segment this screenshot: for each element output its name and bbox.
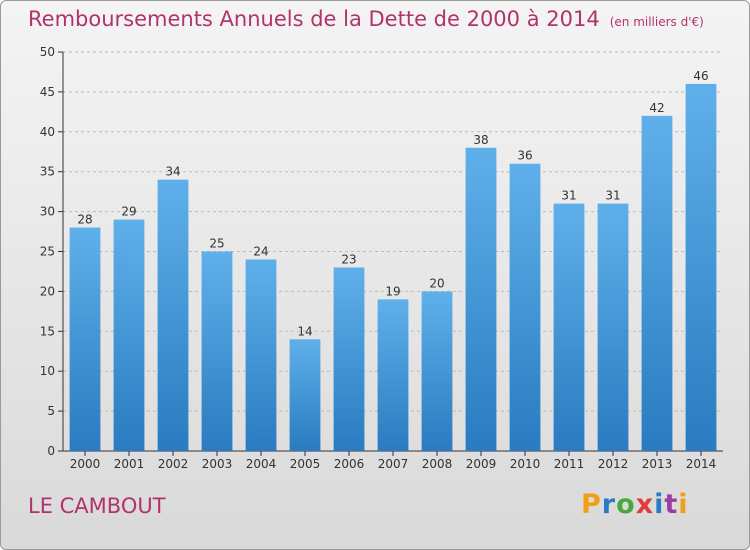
labels: 0 5 10 15 20 25 30 35 40 45 50 28 2000 29 2001 34 2002 25… (40, 45, 717, 471)
bar-2003 (201, 251, 233, 451)
y-tick-label: 50 (40, 45, 55, 59)
x-tick-label: 2000 (70, 457, 101, 471)
x-tick-label: 2012 (598, 457, 629, 471)
chart-title: Remboursements Annuels de la Dette de 20… (28, 7, 704, 31)
bar-value-label: 31 (561, 189, 576, 203)
x-tick-label: 2013 (642, 457, 673, 471)
bar-value-label: 31 (605, 189, 620, 203)
bar-2014 (685, 83, 717, 452)
bar-value-label: 28 (77, 213, 92, 227)
chart-unit-note: (en milliers d'€) (609, 15, 704, 29)
y-tick-label: 10 (40, 364, 55, 378)
y-tick-label: 15 (40, 324, 55, 338)
bar-2005 (289, 339, 321, 451)
bar-value-label: 38 (473, 133, 488, 147)
logo-letter: x (635, 489, 655, 520)
logo-letter: t (664, 489, 679, 520)
bar-value-label: 25 (209, 237, 224, 251)
commune-name: LE CAMBOUT (28, 494, 166, 518)
y-tick-label: 20 (40, 284, 55, 298)
x-tick-label: 2005 (290, 457, 321, 471)
bar-2011 (553, 203, 585, 451)
bar-value-label: 14 (297, 324, 312, 338)
x-tick-label: 2002 (158, 457, 189, 471)
bar-value-label: 29 (121, 205, 136, 219)
x-tick-label: 2003 (202, 457, 233, 471)
logo-letter: o (616, 489, 636, 520)
bar-2002 (157, 179, 189, 451)
chart-title-main: Remboursements Annuels de la Dette de 20… (28, 7, 600, 31)
logo-letter: P (581, 489, 602, 520)
logo-letter: r (601, 489, 617, 520)
y-tick-label: 40 (40, 125, 55, 139)
x-tick-label: 2007 (378, 457, 409, 471)
bar-2012 (597, 203, 629, 451)
logo-letter: i (654, 489, 665, 520)
y-tick-label: 45 (40, 85, 55, 99)
bar-value-label: 46 (693, 69, 708, 83)
bar-2009 (465, 147, 497, 451)
proxiti-logo: Proxiti (581, 489, 689, 520)
bars (69, 83, 717, 452)
bar-value-label: 20 (429, 276, 444, 290)
bar-value-label: 24 (253, 244, 268, 258)
bar-2001 (113, 219, 145, 451)
x-tick-label: 2009 (466, 457, 497, 471)
bar-value-label: 36 (517, 149, 532, 163)
y-tick-label: 5 (47, 404, 55, 418)
y-tick-label: 0 (47, 444, 55, 458)
bar-value-label: 19 (385, 284, 400, 298)
y-tick-label: 25 (40, 245, 55, 259)
bar-2006 (333, 267, 365, 451)
x-tick-label: 2006 (334, 457, 365, 471)
bar-2010 (509, 163, 541, 451)
bar-2008 (421, 291, 453, 451)
bar-value-label: 42 (649, 101, 664, 115)
x-tick-label: 2001 (114, 457, 145, 471)
x-tick-label: 2014 (686, 457, 717, 471)
bar-value-label: 34 (165, 165, 180, 179)
y-tick-label: 35 (40, 165, 55, 179)
bar-value-label: 23 (341, 252, 356, 266)
x-tick-label: 2004 (246, 457, 277, 471)
bar-2004 (245, 259, 277, 451)
bar-2007 (377, 299, 409, 451)
x-tick-label: 2008 (422, 457, 453, 471)
bar-2000 (69, 227, 101, 451)
x-tick-label: 2011 (554, 457, 585, 471)
y-tick-label: 30 (40, 205, 55, 219)
logo-letter: i (678, 489, 689, 520)
bar-2013 (641, 115, 673, 451)
x-tick-label: 2010 (510, 457, 541, 471)
